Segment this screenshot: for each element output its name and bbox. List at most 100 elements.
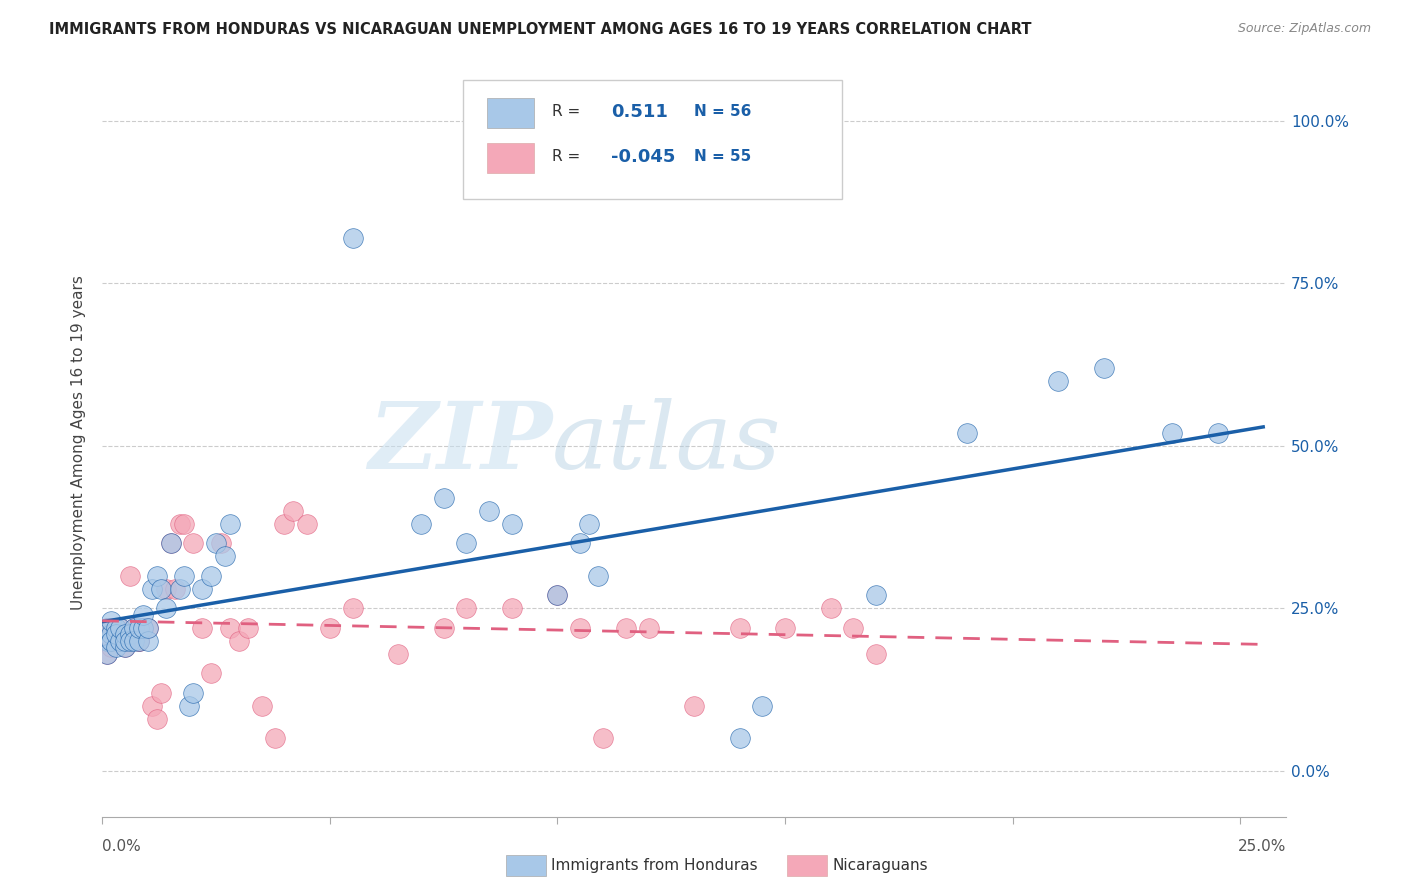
Point [218,516,240,531]
Point [104,627,127,641]
Point [110,621,132,635]
Point [132,621,155,635]
Point [433,491,456,505]
Text: Source: ZipAtlas.com: Source: ZipAtlas.com [1237,22,1371,36]
Point [122,621,145,635]
Point [104,634,127,648]
FancyBboxPatch shape [486,144,534,173]
Point [1047,374,1070,388]
Point [569,621,592,635]
Point [228,634,250,648]
Point [169,516,191,531]
Point [114,627,136,641]
Point [578,516,600,531]
Point [128,634,150,648]
Point [637,621,659,635]
Point [132,621,155,635]
Point [501,601,523,615]
Point [820,601,842,615]
Point [173,569,195,583]
Point [283,504,305,518]
Point [114,640,136,655]
Text: 0.511: 0.511 [612,103,668,121]
Point [728,731,751,746]
Point [478,504,501,518]
Point [159,536,181,550]
Point [159,536,181,550]
Point [295,516,318,531]
Point [773,621,796,635]
Point [136,621,159,635]
Point [150,582,173,596]
Point [319,621,342,635]
FancyBboxPatch shape [486,98,534,128]
Point [96,647,118,661]
Point [683,698,706,713]
Point [173,516,195,531]
Point [200,666,222,681]
Point [214,549,236,564]
Point [150,686,173,700]
Point [100,627,122,641]
Text: 25.0%: 25.0% [1237,838,1286,854]
Text: 0.0%: 0.0% [103,838,141,854]
Y-axis label: Unemployment Among Ages 16 to 19 years: Unemployment Among Ages 16 to 19 years [72,275,86,610]
Point [128,634,150,648]
Point [865,647,887,661]
Text: N = 55: N = 55 [695,149,751,164]
Text: atlas: atlas [553,398,782,488]
Point [264,731,287,746]
Point [141,698,163,713]
Point [433,621,456,635]
Point [865,588,887,602]
Point [100,621,122,635]
Point [136,634,159,648]
Point [118,627,141,641]
Point [218,621,240,635]
Point [956,425,979,440]
Point [569,536,592,550]
Point [501,516,523,531]
Point [236,621,259,635]
Point [146,569,169,583]
Point [114,634,136,648]
Point [191,582,214,596]
Point [181,536,204,550]
Point [751,698,773,713]
Point [155,601,177,615]
Point [547,588,569,602]
Point [842,621,865,635]
Point [614,621,637,635]
Point [110,634,132,648]
Point [104,640,127,655]
Point [409,516,432,531]
Point [1161,425,1184,440]
Text: R =: R = [553,149,585,164]
Point [165,582,187,596]
Point [146,712,169,726]
Point [114,640,136,655]
Point [136,621,159,635]
Text: Immigrants from Honduras: Immigrants from Honduras [551,858,758,873]
Point [177,698,200,713]
Text: ZIP: ZIP [368,398,553,488]
Point [141,582,163,596]
Point [169,582,191,596]
Point [100,640,122,655]
Point [114,627,136,641]
Point [104,621,127,635]
Point [100,615,122,629]
Text: IMMIGRANTS FROM HONDURAS VS NICARAGUAN UNEMPLOYMENT AMONG AGES 16 TO 19 YEARS CO: IMMIGRANTS FROM HONDURAS VS NICARAGUAN U… [49,22,1032,37]
Point [96,647,118,661]
Point [96,634,118,648]
Point [588,569,610,583]
Point [205,536,228,550]
Point [728,621,751,635]
Text: R =: R = [553,104,585,120]
Point [110,634,132,648]
Point [122,621,145,635]
Point [155,582,177,596]
Point [100,621,122,635]
Point [118,634,141,648]
Point [200,569,222,583]
